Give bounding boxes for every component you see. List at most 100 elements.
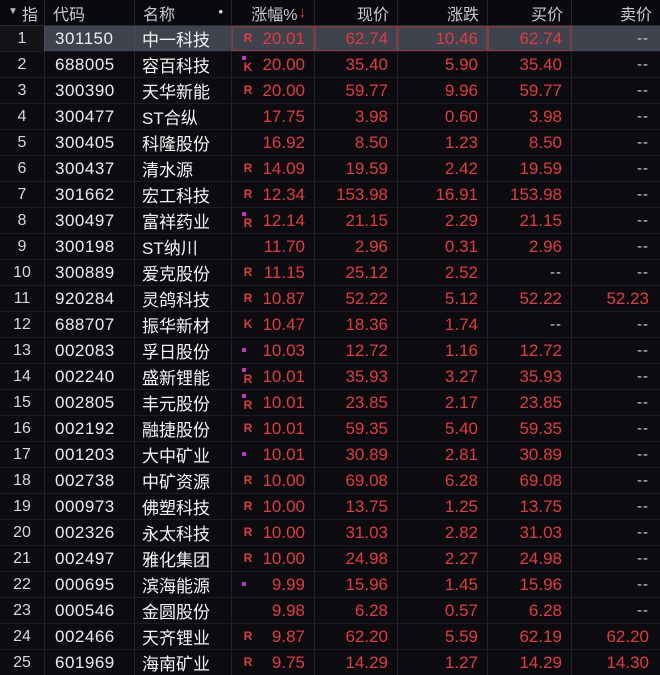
row-index: 14: [0, 364, 45, 389]
table-row[interactable]: 13 002083 孚日股份 10.03 12.72 1.16 12.72 --: [0, 338, 660, 364]
table-row[interactable]: 14 002240 盛新锂能 R 10.01 35.93 3.27 35.93 …: [0, 364, 660, 390]
table-row[interactable]: 2 688005 容百科技 K 20.00 35.40 5.90 35.40 -…: [0, 52, 660, 78]
table-row[interactable]: 12 688707 振华新材 K 10.47 18.36 1.74 -- --: [0, 312, 660, 338]
margin-badge-letter: R: [243, 31, 253, 45]
stock-name: 科隆股份: [135, 130, 232, 155]
column-header-code-label: 代码: [53, 6, 86, 24]
table-row[interactable]: 21 002497 雅化集团 R 10.00 24.98 2.27 24.98 …: [0, 546, 660, 572]
column-header-index[interactable]: ▼ 指: [0, 0, 45, 25]
current-price-value: 8.50: [354, 132, 388, 152]
table-row[interactable]: 10 300889 爱克股份 R 11.15 25.12 2.52 -- --: [0, 260, 660, 286]
collapse-triangle-icon[interactable]: ▼: [8, 6, 18, 17]
margin-badge: R: [241, 26, 255, 51]
pct-change-value: 11.15: [263, 262, 305, 282]
column-header-code[interactable]: 代码: [45, 0, 135, 25]
pct-change-cell: R 10.00: [232, 494, 315, 519]
table-row[interactable]: 23 000546 金圆股份 9.98 6.28 0.57 6.28 --: [0, 598, 660, 624]
current-price-cell: 13.75: [315, 494, 398, 519]
table-row[interactable]: 19 000973 佛塑科技 R 10.00 13.75 1.25 13.75 …: [0, 494, 660, 520]
buy-price-cell: 59.77: [488, 78, 572, 103]
pct-change-cell: R 9.87: [232, 624, 315, 649]
sell-price-cell: --: [572, 312, 660, 337]
table-row[interactable]: 6 300437 清水源 R 14.09 19.59 2.42 19.59 --: [0, 156, 660, 182]
table-row[interactable]: 15 002805 丰元股份 R 10.01 23.85 2.17 23.85 …: [0, 390, 660, 416]
buy-price-value: 3.98: [528, 106, 562, 126]
stock-name: ST合纵: [135, 104, 232, 129]
current-price-cell: 19.59: [315, 156, 398, 181]
change-cell: 1.16: [398, 338, 488, 363]
table-row[interactable]: 1 301150 中一科技 R 20.01 62.74 10.46 62.74 …: [0, 26, 660, 52]
pct-change-value: 10.01: [262, 392, 305, 412]
row-index: 15: [0, 390, 45, 415]
current-price-cell: 12.72: [315, 338, 398, 363]
current-price-value: 2.96: [354, 236, 388, 256]
table-row[interactable]: 4 300477 ST合纵 17.75 3.98 0.60 3.98 --: [0, 104, 660, 130]
table-row[interactable]: 22 000695 滨海能源 9.99 15.96 1.45 15.96 --: [0, 572, 660, 598]
column-header-sell-price[interactable]: 卖价: [572, 0, 660, 25]
stock-code: 300405: [45, 130, 135, 155]
row-index: 7: [0, 182, 45, 207]
current-price-value: 3.98: [354, 106, 388, 126]
row-index: 20: [0, 520, 45, 545]
change-cell: 0.57: [398, 598, 488, 623]
change-cell: 2.27: [398, 546, 488, 571]
buy-price-cell: 24.98: [488, 546, 572, 571]
buy-price-value: --: [550, 264, 562, 281]
stock-code: 002738: [45, 468, 135, 493]
sell-price-cell: --: [572, 130, 660, 155]
column-header-price[interactable]: 现价: [315, 0, 398, 25]
sell-price-value: 14.30: [606, 652, 649, 672]
table-row[interactable]: 11 920284 灵鸽科技 R 10.87 52.22 5.12 52.22 …: [0, 286, 660, 312]
column-header-buy-price[interactable]: 买价: [488, 0, 572, 25]
stock-name: 天齐锂业: [135, 624, 232, 649]
change-cell: 2.52: [398, 260, 488, 285]
current-price-cell: 69.08: [315, 468, 398, 493]
table-row[interactable]: 20 002326 永太科技 R 10.00 31.03 2.82 31.03 …: [0, 520, 660, 546]
change-value: 1.74: [444, 314, 478, 334]
sell-price-cell: --: [572, 234, 660, 259]
current-price-cell: 62.74: [315, 26, 398, 51]
column-header-pct-change[interactable]: 涨幅% ↓: [232, 0, 315, 25]
current-price-cell: 59.77: [315, 78, 398, 103]
table-row[interactable]: 17 001203 大中矿业 10.01 30.89 2.81 30.89 --: [0, 442, 660, 468]
stock-name: 盛新锂能: [135, 364, 232, 389]
table-row[interactable]: 16 002192 融捷股份 R 10.01 59.35 5.40 59.35 …: [0, 416, 660, 442]
pct-change-value: 10.01: [262, 366, 305, 386]
current-price-cell: 18.36: [315, 312, 398, 337]
change-cell: 1.74: [398, 312, 488, 337]
pct-change-cell: R 20.01: [232, 26, 315, 51]
table-row[interactable]: 18 002738 中矿资源 R 10.00 69.08 6.28 69.08 …: [0, 468, 660, 494]
current-price-value: 21.15: [345, 210, 388, 230]
table-row[interactable]: 9 300198 ST纳川 11.70 2.96 0.31 2.96 --: [0, 234, 660, 260]
sell-price-value: --: [637, 602, 649, 619]
event-dot-icon: [242, 394, 246, 398]
change-value: 2.52: [444, 262, 478, 282]
table-row[interactable]: 25 601969 海南矿业 R 9.75 14.29 1.27 14.29 1…: [0, 650, 660, 675]
change-cell: 5.40: [398, 416, 488, 441]
pct-change-cell: R 12.34: [232, 182, 315, 207]
column-header-change[interactable]: 涨跌: [398, 0, 488, 25]
current-price-cell: 15.96: [315, 572, 398, 597]
sell-price-value: --: [637, 316, 649, 333]
row-index: 21: [0, 546, 45, 571]
table-row[interactable]: 3 300390 天华新能 R 20.00 59.77 9.96 59.77 -…: [0, 78, 660, 104]
sell-price-cell: --: [572, 26, 660, 51]
current-price-value: 18.36: [345, 314, 388, 334]
margin-badge: R: [241, 390, 255, 415]
row-index: 23: [0, 598, 45, 623]
margin-badge-letter: R: [243, 629, 253, 643]
current-price-cell: 24.98: [315, 546, 398, 571]
stock-table-body: 1 301150 中一科技 R 20.01 62.74 10.46 62.74 …: [0, 26, 660, 675]
table-row[interactable]: 8 300497 富祥药业 R 12.14 21.15 2.29 21.15 -…: [0, 208, 660, 234]
change-value: 0.60: [444, 106, 478, 126]
table-row[interactable]: 24 002466 天齐锂业 R 9.87 62.20 5.59 62.19 6…: [0, 624, 660, 650]
table-row[interactable]: 5 300405 科隆股份 16.92 8.50 1.23 8.50 --: [0, 130, 660, 156]
column-header-name[interactable]: 名称 •: [135, 0, 232, 25]
pct-change-cell: R 10.00: [232, 546, 315, 571]
current-price-value: 153.98: [336, 184, 388, 204]
sell-price-cell: --: [572, 546, 660, 571]
change-cell: 16.91: [398, 182, 488, 207]
buy-price-value: 153.98: [510, 184, 562, 204]
table-row[interactable]: 7 301662 宏工科技 R 12.34 153.98 16.91 153.9…: [0, 182, 660, 208]
row-index: 9: [0, 234, 45, 259]
